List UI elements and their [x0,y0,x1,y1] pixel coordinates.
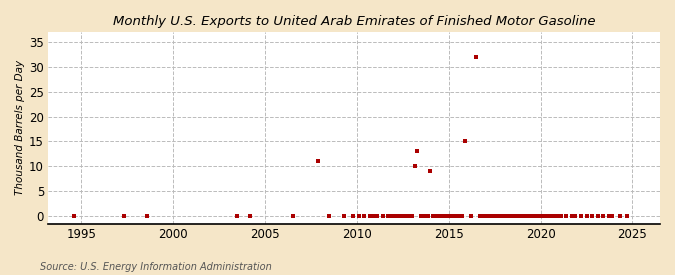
Point [456,214,467,218]
Point [465,214,476,218]
Point [614,214,625,218]
Point [489,214,500,218]
Point [482,214,493,218]
Point [372,214,383,218]
Point [592,214,603,218]
Point [576,214,587,218]
Point [401,214,412,218]
Title: Monthly U.S. Exports to United Arab Emirates of Finished Motor Gasoline: Monthly U.S. Exports to United Arab Emir… [113,15,595,28]
Point [533,214,544,218]
Point [597,214,608,218]
Point [142,214,153,218]
Point [287,214,298,218]
Point [359,214,370,218]
Y-axis label: Thousand Barrels per Day: Thousand Barrels per Day [15,60,25,195]
Point [416,214,427,218]
Point [460,139,470,144]
Point [526,214,537,218]
Point [406,214,417,218]
Point [441,214,452,218]
Point [431,214,441,218]
Point [566,214,577,218]
Point [518,214,529,218]
Point [434,214,445,218]
Point [556,214,566,218]
Point [475,214,485,218]
Point [398,214,408,218]
Point [69,214,80,218]
Point [551,214,562,218]
Point [500,214,511,218]
Point [353,214,364,218]
Point [446,214,457,218]
Text: Source: U.S. Energy Information Administration: Source: U.S. Energy Information Administ… [40,262,272,272]
Point [581,214,592,218]
Point [232,214,243,218]
Point [390,214,401,218]
Point [383,214,394,218]
Point [493,214,504,218]
Point [409,164,420,169]
Point [452,214,463,218]
Point [364,214,375,218]
Point [324,214,335,218]
Point [497,214,508,218]
Point [570,214,581,218]
Point [428,214,439,218]
Point [438,214,449,218]
Point [443,214,454,218]
Point [412,149,423,154]
Point [245,214,256,218]
Point [511,214,522,218]
Point [548,214,559,218]
Point [449,214,460,218]
Point [386,214,397,218]
Point [425,169,436,174]
Point [587,214,597,218]
Point [603,214,614,218]
Point [339,214,350,218]
Point [118,214,129,218]
Point [478,214,489,218]
Point [561,214,572,218]
Point [368,214,379,218]
Point [422,214,433,218]
Point [537,214,548,218]
Point [313,159,324,164]
Point [508,214,518,218]
Point [348,214,358,218]
Point [544,214,555,218]
Point [377,214,388,218]
Point [541,214,551,218]
Point [530,214,541,218]
Point [504,214,515,218]
Point [607,214,618,218]
Point [405,214,416,218]
Point [522,214,533,218]
Point [394,214,404,218]
Point [471,55,482,59]
Point [419,214,430,218]
Point [485,214,496,218]
Point [622,214,632,218]
Point [515,214,526,218]
